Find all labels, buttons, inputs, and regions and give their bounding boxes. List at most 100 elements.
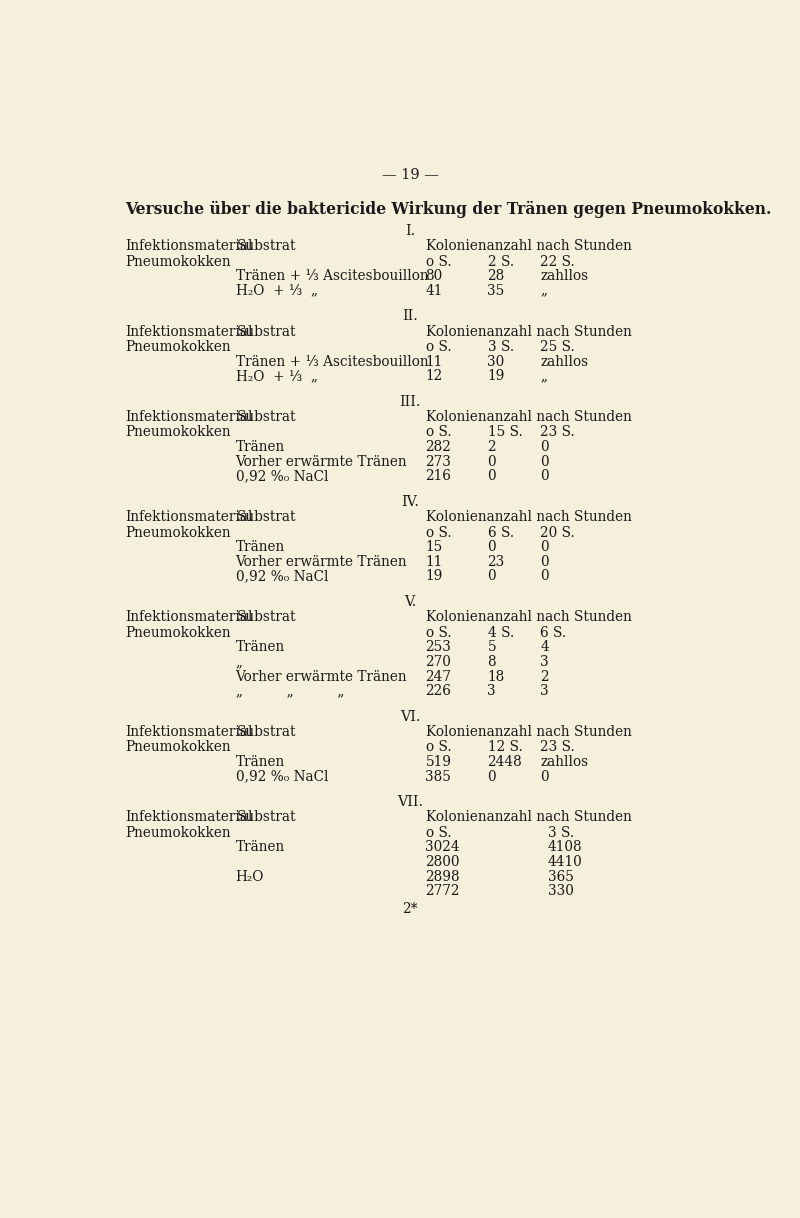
Text: o S.: o S.	[426, 525, 451, 540]
Text: zahllos: zahllos	[540, 354, 588, 369]
Text: 2800: 2800	[426, 855, 460, 870]
Text: 4410: 4410	[548, 855, 582, 870]
Text: Kolonienanzahl nach Stunden: Kolonienanzahl nach Stunden	[426, 239, 631, 253]
Text: Tränen: Tränen	[236, 641, 285, 654]
Text: 0: 0	[540, 770, 549, 783]
Text: Substrat: Substrat	[237, 810, 296, 825]
Text: IV.: IV.	[401, 495, 419, 509]
Text: 23 S.: 23 S.	[540, 741, 575, 754]
Text: 18: 18	[487, 670, 505, 683]
Text: Substrat: Substrat	[237, 239, 296, 253]
Text: Tränen: Tränen	[236, 540, 285, 554]
Text: 2898: 2898	[426, 870, 460, 884]
Text: Tränen + ⅓ Ascitesbouillon: Tränen + ⅓ Ascitesbouillon	[236, 354, 428, 369]
Text: 3 S.: 3 S.	[487, 340, 514, 354]
Text: 2: 2	[540, 670, 549, 683]
Text: o S.: o S.	[426, 255, 451, 268]
Text: 11: 11	[426, 555, 442, 569]
Text: o S.: o S.	[426, 340, 451, 354]
Text: Tränen: Tränen	[236, 755, 285, 769]
Text: Substrat: Substrat	[237, 324, 296, 339]
Text: 35: 35	[487, 284, 505, 297]
Text: 4: 4	[540, 641, 549, 654]
Text: H₂O: H₂O	[236, 870, 264, 884]
Text: Vorher erwärmte Tränen: Vorher erwärmte Tränen	[236, 555, 407, 569]
Text: 15: 15	[426, 540, 442, 554]
Text: Pneumokokken: Pneumokokken	[125, 255, 230, 268]
Text: Infektionsmaterial: Infektionsmaterial	[125, 810, 252, 825]
Text: Infektionsmaterial: Infektionsmaterial	[125, 510, 252, 524]
Text: 0: 0	[540, 540, 549, 554]
Text: 2 S.: 2 S.	[487, 255, 514, 268]
Text: Substrat: Substrat	[237, 510, 296, 524]
Text: 2772: 2772	[426, 884, 460, 899]
Text: 23 S.: 23 S.	[540, 425, 575, 440]
Text: 12: 12	[426, 369, 442, 384]
Text: 385: 385	[426, 770, 451, 783]
Text: H₂O  + ⅓  „: H₂O + ⅓ „	[236, 284, 318, 297]
Text: 216: 216	[426, 469, 451, 484]
Text: 5: 5	[487, 641, 496, 654]
Text: 80: 80	[426, 269, 442, 283]
Text: 41: 41	[426, 284, 443, 297]
Text: zahllos: zahllos	[540, 269, 588, 283]
Text: Infektionsmaterial: Infektionsmaterial	[125, 324, 252, 339]
Text: Infektionsmaterial: Infektionsmaterial	[125, 410, 252, 424]
Text: o S.: o S.	[426, 425, 451, 440]
Text: 253: 253	[426, 641, 451, 654]
Text: 247: 247	[426, 670, 451, 683]
Text: Pneumokokken: Pneumokokken	[125, 741, 230, 754]
Text: Pneumokokken: Pneumokokken	[125, 425, 230, 440]
Text: Tränen: Tränen	[236, 840, 285, 855]
Text: 15 S.: 15 S.	[487, 425, 522, 440]
Text: 273: 273	[426, 454, 451, 469]
Text: 365: 365	[548, 870, 574, 884]
Text: „: „	[540, 369, 547, 384]
Text: H₂O  + ⅓  „: H₂O + ⅓ „	[236, 369, 318, 384]
Text: 282: 282	[426, 440, 451, 454]
Text: 6 S.: 6 S.	[540, 626, 566, 639]
Text: VI.: VI.	[400, 710, 420, 723]
Text: 2448: 2448	[487, 755, 522, 769]
Text: Pneumokokken: Pneumokokken	[125, 626, 230, 639]
Text: 519: 519	[426, 755, 451, 769]
Text: 22 S.: 22 S.	[540, 255, 575, 268]
Text: 0: 0	[487, 770, 496, 783]
Text: Infektionsmaterial: Infektionsmaterial	[125, 725, 252, 739]
Text: VII.: VII.	[397, 795, 423, 809]
Text: „: „	[540, 284, 547, 297]
Text: 0: 0	[540, 454, 549, 469]
Text: 2*: 2*	[402, 903, 418, 916]
Text: 28: 28	[487, 269, 505, 283]
Text: Kolonienanzahl nach Stunden: Kolonienanzahl nach Stunden	[426, 810, 631, 825]
Text: 330: 330	[548, 884, 574, 899]
Text: Pneumokokken: Pneumokokken	[125, 826, 230, 840]
Text: Pneumokokken: Pneumokokken	[125, 340, 230, 354]
Text: Kolonienanzahl nach Stunden: Kolonienanzahl nach Stunden	[426, 410, 631, 424]
Text: Substrat: Substrat	[237, 610, 296, 625]
Text: I.: I.	[405, 224, 415, 238]
Text: 4108: 4108	[548, 840, 582, 855]
Text: II.: II.	[402, 309, 418, 323]
Text: „: „	[236, 655, 242, 669]
Text: 23: 23	[487, 555, 505, 569]
Text: 0: 0	[540, 469, 549, 484]
Text: 0,92 %₀ NaCl: 0,92 %₀ NaCl	[236, 770, 328, 783]
Text: Infektionsmaterial: Infektionsmaterial	[125, 239, 252, 253]
Text: 11: 11	[426, 354, 442, 369]
Text: Infektionsmaterial: Infektionsmaterial	[125, 610, 252, 625]
Text: — 19 —: — 19 —	[382, 168, 438, 181]
Text: 0: 0	[540, 555, 549, 569]
Text: 2: 2	[487, 440, 496, 454]
Text: Substrat: Substrat	[237, 410, 296, 424]
Text: V.: V.	[404, 594, 416, 609]
Text: 0: 0	[540, 570, 549, 583]
Text: 0: 0	[540, 440, 549, 454]
Text: 19: 19	[487, 369, 505, 384]
Text: Kolonienanzahl nach Stunden: Kolonienanzahl nach Stunden	[426, 324, 631, 339]
Text: Versuche über die baktericide Wirkung der Tränen gegen Pneumokokken.: Versuche über die baktericide Wirkung de…	[125, 201, 771, 218]
Text: 3 S.: 3 S.	[548, 826, 574, 840]
Text: 0: 0	[487, 454, 496, 469]
Text: Pneumokokken: Pneumokokken	[125, 525, 230, 540]
Text: o S.: o S.	[426, 826, 451, 840]
